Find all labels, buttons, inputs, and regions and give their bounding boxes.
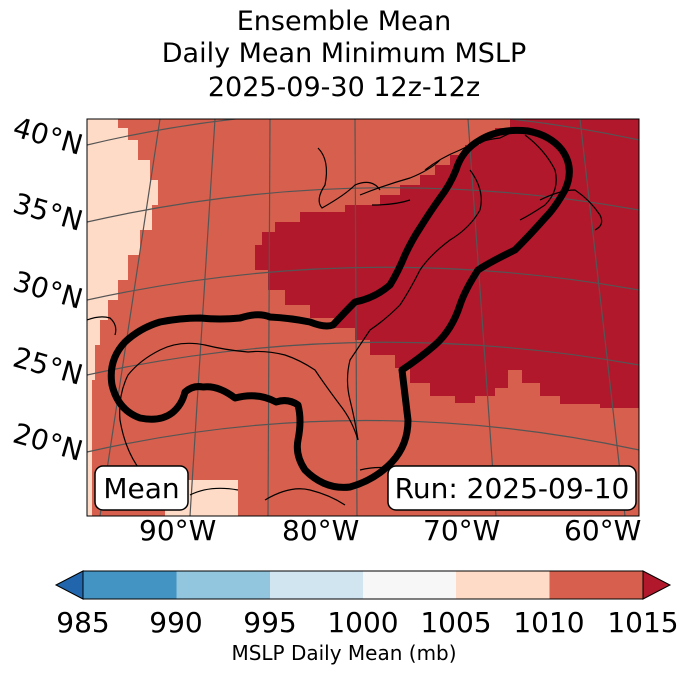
colorbar-seg-1010 xyxy=(549,571,643,599)
threshold-contour xyxy=(107,126,573,491)
title-line-2: Daily Mean Minimum MSLP xyxy=(161,38,527,69)
colorbar-tick-1005: 1005 xyxy=(420,606,492,639)
colorbar-frame xyxy=(82,570,644,600)
colorbar-tick-1015: 1015 xyxy=(607,606,679,639)
colorbar-seg-1000 xyxy=(363,571,456,599)
title-line-1: Ensemble Mean xyxy=(236,6,452,37)
colorbar-tick-995: 995 xyxy=(243,606,297,639)
colorbar-label: MSLP Daily Mean (mb) xyxy=(231,641,457,665)
field-above-1015 xyxy=(255,119,639,408)
colorbar-tick-990: 990 xyxy=(149,606,203,639)
mean-box-label: Mean xyxy=(103,472,179,505)
colorbar-seg-995 xyxy=(270,571,363,599)
colorbar-above-arrow xyxy=(642,570,672,600)
colorbar-seg-990 xyxy=(176,571,270,599)
colorbar-seg-985 xyxy=(83,571,177,599)
colorbar-seg-1005 xyxy=(456,571,550,599)
run-box-label: Run: 2025-09-10 xyxy=(395,472,630,505)
lon-label-90w: 90°W xyxy=(139,514,217,547)
colorbar xyxy=(54,570,672,600)
colorbar-tick-1000: 1000 xyxy=(327,606,399,639)
colorbar-tick-1010: 1010 xyxy=(513,606,585,639)
lon-label-80w: 80°W xyxy=(282,514,360,547)
colorbar-below-arrow xyxy=(54,570,84,600)
lon-label-70w: 70°W xyxy=(423,514,501,547)
colorbar-tick-985: 985 xyxy=(56,606,110,639)
mean-box xyxy=(94,465,189,511)
lon-label-60w: 60°W xyxy=(564,514,642,547)
map-frame xyxy=(86,118,640,517)
run-box xyxy=(387,465,637,511)
title-line-3: 2025-09-30 12z-12z xyxy=(207,72,481,103)
